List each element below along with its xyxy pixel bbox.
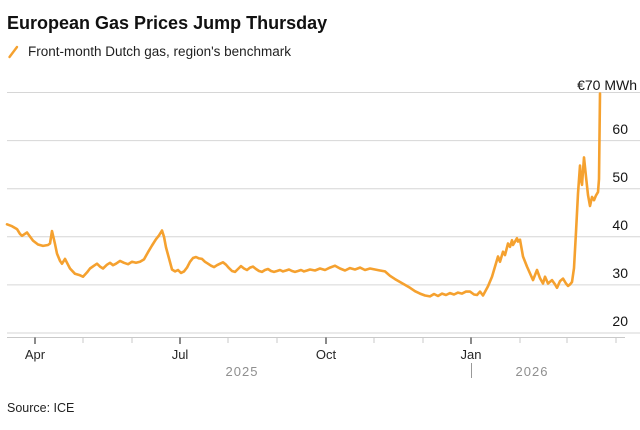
price-line-series xyxy=(5,92,602,298)
y-axis-label-30: 30 xyxy=(612,265,628,281)
year-label-2025: 2025 xyxy=(225,364,259,379)
legend: Front-month Dutch gas, region's benchmar… xyxy=(7,44,291,59)
legend-slash-icon xyxy=(8,45,19,58)
y-axis-label-20: 20 xyxy=(612,313,628,329)
legend-label: Front-month Dutch gas, region's benchmar… xyxy=(28,44,291,59)
y-axis-label-60: 60 xyxy=(612,121,628,137)
year-label-2026: 2026 xyxy=(515,364,549,379)
y-axis-label-50: 50 xyxy=(612,169,628,185)
x-axis-label-jan: Jan xyxy=(460,347,482,362)
page-title: European Gas Prices Jump Thursday xyxy=(7,13,328,33)
y-axis-label-40: 40 xyxy=(612,217,628,233)
x-axis-label-jul: Jul xyxy=(171,347,189,362)
source-text: Source: ICE xyxy=(7,401,75,415)
year-divider xyxy=(471,363,472,378)
x-axis-label-oct: Oct xyxy=(315,347,337,362)
y-axis-unit-label: €70 MWh xyxy=(577,77,637,93)
x-axis-label-apr: Apr xyxy=(24,347,46,362)
